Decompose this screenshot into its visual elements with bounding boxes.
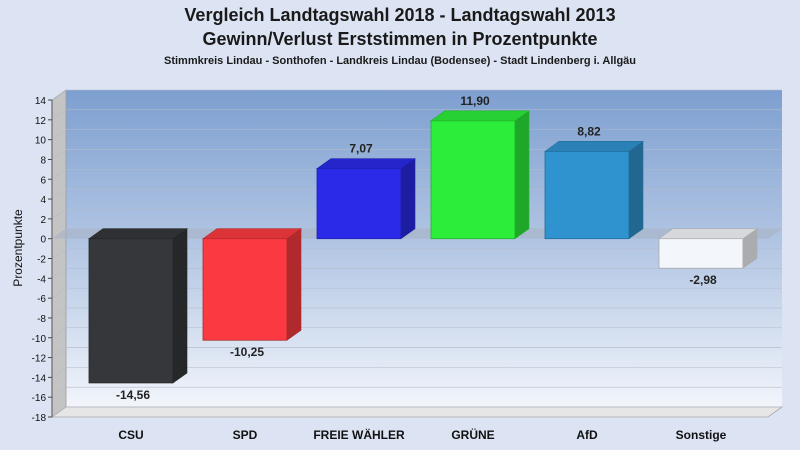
data-label: -14,56: [116, 388, 150, 402]
gridline: [51, 367, 782, 378]
bar-top: [658, 228, 758, 239]
y-tick-label: 6: [40, 175, 46, 186]
gridline: [51, 406, 782, 418]
bar: [544, 150, 630, 240]
bar: [430, 120, 516, 240]
y-tick-label: -12: [32, 354, 47, 365]
y-tick-label: -10: [32, 334, 47, 345]
gridline: [51, 248, 782, 259]
bar-side: [172, 228, 188, 384]
data-label: 11,90: [460, 94, 490, 108]
y-tick-label: -2: [37, 255, 46, 266]
data-label: -10,25: [230, 345, 264, 359]
gridline: [51, 188, 782, 200]
bar-top: [88, 228, 188, 239]
bar-top: [202, 228, 302, 239]
y-tick-label: -18: [32, 413, 47, 424]
chart-title: Vergleich Landtagswahl 2018 - Landtagswa…: [184, 5, 615, 25]
gridline: [51, 149, 782, 160]
gridline: [51, 347, 782, 358]
bar-top: [544, 141, 644, 152]
bar: [88, 238, 174, 384]
x-tick-label: GRÜNE: [451, 427, 494, 442]
bar-side: [286, 228, 302, 341]
bar: [316, 168, 402, 240]
data-label: 7,07: [349, 142, 373, 156]
gridline: [51, 307, 782, 319]
bar-top: [430, 110, 530, 122]
chart-subsubtitle: Stimmkreis Lindau - Sonthofen - Landkrei…: [164, 55, 636, 67]
gridline: [51, 129, 782, 140]
bar-side: [628, 140, 644, 240]
plot-area: -18 -16 -14 -12 -10 -8 -6 -4 -2 0 2 4 6 8 10 12 14 -14,56…: [32, 89, 784, 442]
gridline: [51, 268, 782, 279]
gridline: [51, 168, 782, 180]
x-tick-label: CSU: [118, 428, 143, 442]
bar-side: [514, 110, 530, 240]
y-axis-label: Prozentpunkte: [11, 209, 25, 287]
gridline: [51, 287, 782, 299]
x-tick-label: Sonstige: [676, 428, 727, 442]
y-tick-label: 10: [35, 136, 47, 147]
gridline: [51, 208, 782, 220]
gridline: [51, 109, 782, 121]
floor: [50, 406, 784, 418]
bar: [658, 238, 744, 269]
y-tick-label: -6: [37, 294, 46, 305]
bar: [202, 238, 288, 341]
x-tick-label: AfD: [576, 428, 598, 442]
data-label: 8,82: [577, 124, 601, 138]
y-tick-label: 12: [35, 116, 47, 127]
gridline: [51, 327, 782, 338]
gridline: [51, 89, 782, 101]
x-tick-label: SPD: [233, 428, 258, 442]
data-label: -2,98: [689, 273, 717, 287]
gridline: [51, 386, 782, 398]
x-tick-label: FREIE WÄHLER: [313, 427, 405, 442]
bar-top: [316, 158, 416, 169]
y-tick-label: 4: [40, 195, 46, 206]
y-tick-label: 8: [40, 155, 46, 166]
y-tick-label: -14: [32, 373, 47, 384]
y-tick-label: -4: [37, 274, 46, 285]
y-tick-label: 14: [35, 96, 47, 107]
y-tick-label: 0: [40, 235, 46, 246]
y-tick-label: -16: [32, 393, 47, 404]
y-tick-label: 2: [40, 215, 46, 226]
chart-subtitle: Gewinn/Verlust Erststimmen in Prozentpun…: [202, 29, 597, 49]
bar-side: [400, 158, 416, 240]
y-tick-label: -8: [37, 314, 46, 325]
